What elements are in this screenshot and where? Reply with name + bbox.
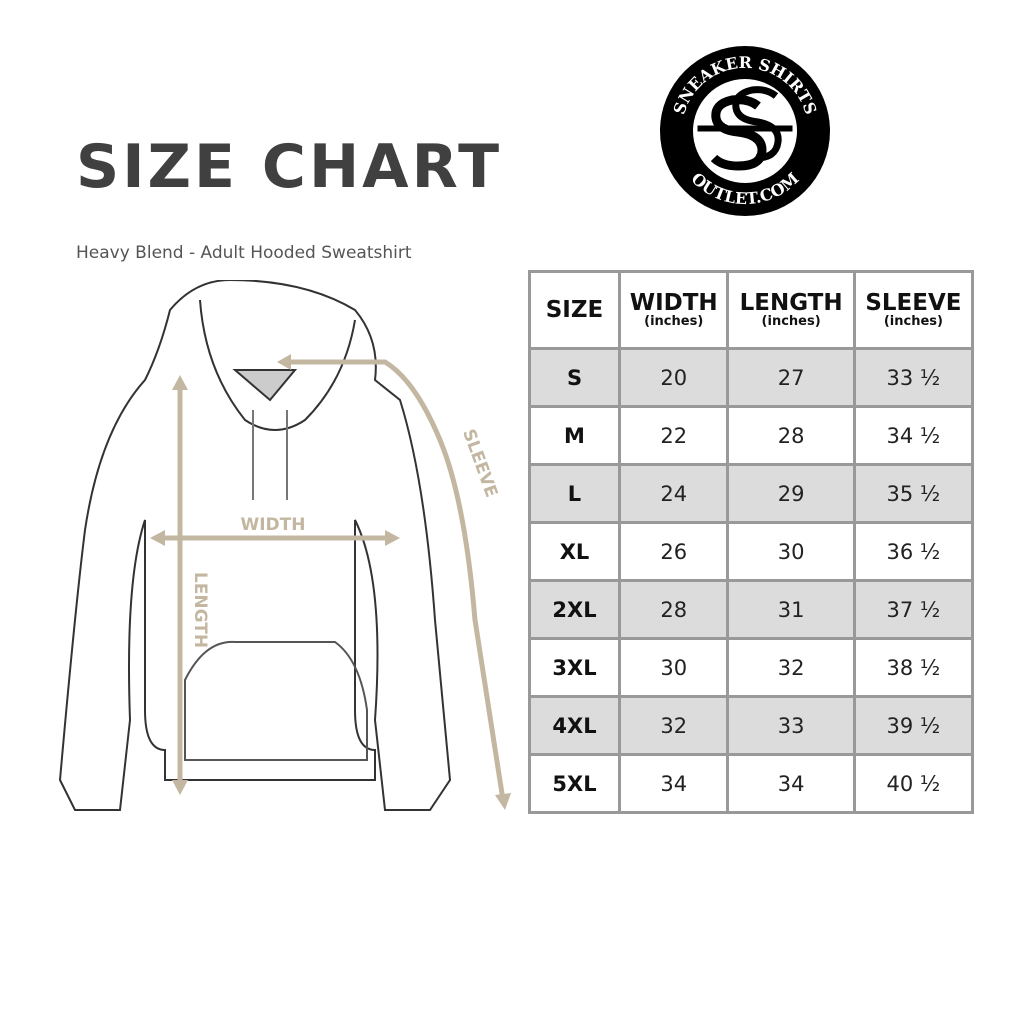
cell-sleeve: 33 ½ (852, 347, 975, 408)
cell-length: 34 (726, 753, 856, 814)
table-row: S 20 27 33 ½ (528, 347, 975, 408)
brand-logo: SNEAKER SHIRTS OUTLET.COM (660, 46, 830, 216)
table-row: L 24 29 35 ½ (528, 463, 975, 524)
cell-size: M (528, 405, 621, 466)
measure-lines (150, 354, 511, 810)
cell-width: 34 (617, 753, 730, 814)
product-subtitle: Heavy Blend - Adult Hooded Sweatshirt (76, 243, 412, 263)
header-sleeve: SLEEVE (inches) (852, 270, 975, 350)
cell-size: 2XL (528, 579, 621, 640)
table-row: XL 26 30 36 ½ (528, 521, 975, 582)
cell-length: 32 (726, 637, 856, 698)
table-header-row: SIZE WIDTH (inches) LENGTH (inches) SLEEVE… (528, 270, 975, 350)
cell-width: 26 (617, 521, 730, 582)
table-row: 5XL 34 34 40 ½ (528, 753, 975, 814)
cell-sleeve: 40 ½ (852, 753, 975, 814)
cell-sleeve: 35 ½ (852, 463, 975, 524)
cell-sleeve: 38 ½ (852, 637, 975, 698)
cell-length: 28 (726, 405, 856, 466)
cell-width: 32 (617, 695, 730, 756)
cell-size: L (528, 463, 621, 524)
size-table: SIZE WIDTH (inches) LENGTH (inches) SLEEVE… (528, 270, 975, 814)
cell-length: 29 (726, 463, 856, 524)
table-row: 4XL 32 33 39 ½ (528, 695, 975, 756)
width-label: WIDTH (240, 515, 305, 535)
header-width: WIDTH (inches) (617, 270, 730, 350)
header-length: LENGTH (inches) (726, 270, 856, 350)
table-row: 2XL 28 31 37 ½ (528, 579, 975, 640)
cell-width: 20 (617, 347, 730, 408)
cell-width: 24 (617, 463, 730, 524)
header-size: SIZE (528, 270, 621, 350)
cell-size: 4XL (528, 695, 621, 756)
cell-length: 30 (726, 521, 856, 582)
monogram-icon (697, 86, 793, 171)
table-row: 3XL 30 32 38 ½ (528, 637, 975, 698)
cell-sleeve: 34 ½ (852, 405, 975, 466)
cell-width: 22 (617, 405, 730, 466)
table-row: M 22 28 34 ½ (528, 405, 975, 466)
length-label: LENGTH (190, 572, 210, 648)
cell-width: 28 (617, 579, 730, 640)
cell-size: XL (528, 521, 621, 582)
cell-sleeve: 37 ½ (852, 579, 975, 640)
cell-size: 3XL (528, 637, 621, 698)
cell-size: 5XL (528, 753, 621, 814)
cell-sleeve: 39 ½ (852, 695, 975, 756)
page-title: SIZE CHART (76, 132, 503, 202)
cell-width: 30 (617, 637, 730, 698)
cell-length: 31 (726, 579, 856, 640)
hoodie-diagram: WIDTH LENGTH SLEEVE (58, 280, 511, 811)
cell-length: 27 (726, 347, 856, 408)
sleeve-label: SLEEVE (458, 426, 501, 500)
cell-length: 33 (726, 695, 856, 756)
cell-sleeve: 36 ½ (852, 521, 975, 582)
cell-size: S (528, 347, 621, 408)
